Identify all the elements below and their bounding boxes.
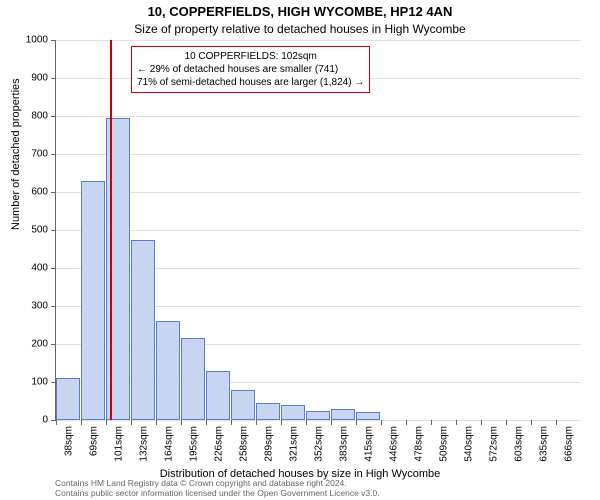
- x-tick: [356, 420, 357, 425]
- x-tick-label: 540sqm: [463, 426, 474, 462]
- x-tick-label: 164sqm: [163, 426, 174, 462]
- x-tick-label: 446sqm: [388, 426, 399, 462]
- property-marker-line: [110, 40, 112, 420]
- chart-title: 10, COPPERFIELDS, HIGH WYCOMBE, HP12 4AN: [0, 4, 600, 19]
- plot-area: 0100200300400500600700800900100038sqm69s…: [55, 40, 581, 421]
- y-tick-label: 600: [31, 187, 48, 198]
- footer-line2: Contains public sector information licen…: [55, 489, 380, 498]
- x-tick-label: 666sqm: [563, 426, 574, 462]
- y-tick-label: 1000: [26, 35, 48, 46]
- x-tick: [106, 420, 107, 425]
- y-axis-label: Number of detached properties: [10, 78, 22, 230]
- x-tick: [406, 420, 407, 425]
- histogram-bar: [206, 371, 230, 420]
- y-tick: [51, 78, 56, 79]
- annotation-line2: ← 29% of detached houses are smaller (74…: [137, 63, 364, 76]
- x-tick-label: 69sqm: [88, 426, 99, 456]
- y-tick-label: 900: [31, 73, 48, 84]
- grid-line: [56, 154, 581, 155]
- chart-subtitle: Size of property relative to detached ho…: [0, 22, 600, 36]
- y-tick: [51, 192, 56, 193]
- x-tick-label: 352sqm: [313, 426, 324, 462]
- histogram-bar: [256, 403, 280, 420]
- x-tick-label: 132sqm: [138, 426, 149, 462]
- x-tick-label: 258sqm: [238, 426, 249, 462]
- x-tick: [156, 420, 157, 425]
- x-tick: [131, 420, 132, 425]
- footer-attribution: Contains HM Land Registry data © Crown c…: [55, 479, 380, 498]
- y-tick-label: 700: [31, 149, 48, 160]
- x-tick: [81, 420, 82, 425]
- x-tick-label: 289sqm: [263, 426, 274, 462]
- x-tick-label: 509sqm: [438, 426, 449, 462]
- x-tick: [256, 420, 257, 425]
- y-tick: [51, 230, 56, 231]
- histogram-bar: [306, 411, 330, 421]
- histogram-bar: [356, 412, 380, 420]
- y-tick-label: 100: [31, 377, 48, 388]
- x-tick: [456, 420, 457, 425]
- x-tick-label: 383sqm: [338, 426, 349, 462]
- y-tick-label: 400: [31, 263, 48, 274]
- grid-line: [56, 192, 581, 193]
- x-tick-label: 572sqm: [488, 426, 499, 462]
- y-tick-label: 300: [31, 301, 48, 312]
- x-tick-label: 101sqm: [113, 426, 124, 462]
- y-tick-label: 200: [31, 339, 48, 350]
- x-tick-label: 415sqm: [363, 426, 374, 462]
- annotation-line1: 10 COPPERFIELDS: 102sqm: [137, 50, 364, 63]
- y-tick-label: 0: [42, 415, 48, 426]
- histogram-bar: [81, 181, 105, 420]
- x-tick-label: 226sqm: [213, 426, 224, 462]
- y-tick: [51, 116, 56, 117]
- x-tick: [481, 420, 482, 425]
- x-tick: [531, 420, 532, 425]
- y-tick: [51, 306, 56, 307]
- histogram-bar: [231, 390, 255, 420]
- histogram-bar: [181, 338, 205, 420]
- histogram-bar: [56, 378, 80, 420]
- x-tick-label: 195sqm: [188, 426, 199, 462]
- grid-line: [56, 40, 581, 41]
- histogram-bar: [131, 240, 155, 421]
- x-tick: [556, 420, 557, 425]
- grid-line: [56, 230, 581, 231]
- x-tick-label: 321sqm: [288, 426, 299, 462]
- x-tick: [181, 420, 182, 425]
- x-tick: [56, 420, 57, 425]
- x-tick-label: 635sqm: [538, 426, 549, 462]
- x-tick-label: 603sqm: [513, 426, 524, 462]
- x-tick-label: 478sqm: [413, 426, 424, 462]
- annotation-line3: 71% of semi-detached houses are larger (…: [137, 76, 364, 89]
- histogram-bar: [281, 405, 305, 420]
- y-tick: [51, 268, 56, 269]
- y-tick-label: 500: [31, 225, 48, 236]
- x-tick: [331, 420, 332, 425]
- annotation-box: 10 COPPERFIELDS: 102sqm← 29% of detached…: [131, 46, 370, 93]
- x-tick: [431, 420, 432, 425]
- x-tick: [306, 420, 307, 425]
- x-tick-label: 38sqm: [63, 426, 74, 456]
- x-tick: [206, 420, 207, 425]
- grid-line: [56, 420, 581, 421]
- x-tick: [231, 420, 232, 425]
- histogram-bar: [156, 321, 180, 420]
- y-tick-label: 800: [31, 111, 48, 122]
- x-tick: [506, 420, 507, 425]
- y-tick: [51, 154, 56, 155]
- y-tick: [51, 344, 56, 345]
- histogram-bar: [331, 409, 355, 420]
- grid-line: [56, 116, 581, 117]
- y-tick: [51, 40, 56, 41]
- x-tick: [281, 420, 282, 425]
- x-tick: [381, 420, 382, 425]
